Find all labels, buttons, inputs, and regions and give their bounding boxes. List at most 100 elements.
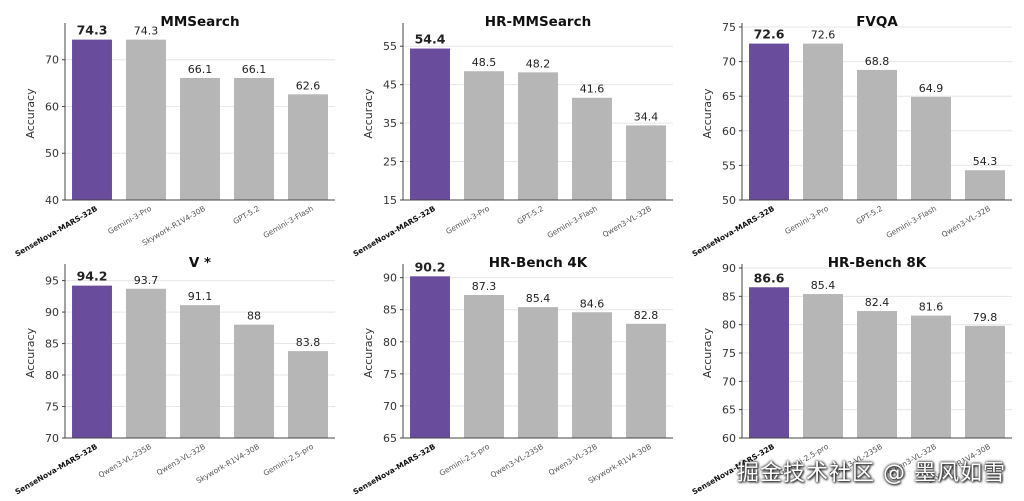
data-label: 74.3 [77,23,108,38]
tick-label: SenseNova-MARS-32B [351,442,437,497]
data-label: 68.8 [865,55,890,68]
tick-label: Gemini-3-Pro [444,204,491,236]
data-label: 84.6 [580,297,605,310]
tick-label: Gemini-2.5-pro [262,442,316,478]
tick-label: Qwen3-VL-32B [547,442,599,477]
y-tick-label: 70 [722,375,736,388]
tick-label: Gemini-2.5-pro [438,442,492,478]
tick-label: Gemini-3-Flash [262,204,316,240]
bar [626,323,666,438]
y-tick-label: 70 [383,400,397,413]
chart-title: V * [189,255,211,271]
y-tick-label: 80 [383,336,397,349]
data-label: 66.1 [188,63,213,76]
data-label: 62.6 [296,79,321,92]
bar [965,325,1005,438]
tick-label: Gemini-3-Pro [106,204,153,236]
bar [857,311,897,438]
bar [234,77,274,200]
bar [288,94,328,200]
y-tick-label: 40 [45,194,59,207]
tick-label: GPT-5.2 [515,204,545,226]
tick-label: Qwen3-VL-235B [97,442,153,480]
y-axis-label: Accuracy [362,327,375,378]
bar [126,288,166,438]
data-label: 54.3 [973,155,998,168]
y-axis-label: Accuracy [24,327,37,378]
data-label: 88 [247,310,261,323]
y-tick-label: 75 [722,21,736,34]
y-tick-label: 25 [383,156,397,169]
y-tick-label: 85 [45,338,59,351]
data-label: 72.6 [754,27,785,42]
y-tick-label: 50 [45,147,59,160]
bar [180,77,220,200]
chart-title: HR-Bench 4K [489,255,588,271]
bar [72,285,112,438]
y-tick-label: 70 [45,432,59,445]
bar [234,324,274,438]
tick-label: GPT-5.2 [231,204,261,226]
y-tick-label: 80 [45,369,59,382]
bar [965,170,1005,200]
data-label: 91.1 [188,290,213,303]
data-label: 82.8 [634,309,659,322]
data-label: 81.6 [919,301,944,314]
y-tick-label: 70 [45,54,59,67]
tick-label: GPT-5.2 [854,204,884,226]
tick-label: SenseNova-MARS-32B [351,204,437,259]
chart-title: FVQA [856,14,898,30]
chart-title: HR-MMSearch [485,14,591,30]
data-label: 48.2 [526,57,551,70]
data-label: 82.4 [865,296,890,309]
data-label: 34.4 [634,110,659,123]
data-label: 64.9 [919,82,944,95]
data-label: 74.3 [134,25,159,38]
y-tick-label: 15 [383,194,397,207]
data-label: 86.6 [754,270,785,285]
bar [126,39,166,200]
bar [749,287,789,438]
bar [518,72,558,200]
bar [803,43,843,200]
bar [180,305,220,438]
data-label: 48.5 [472,56,497,69]
bar [803,294,843,438]
y-tick-label: 70 [722,56,736,69]
chart-title: HR-Bench 8K [828,255,927,271]
y-tick-label: 60 [45,100,59,113]
y-tick-label: 65 [722,90,736,103]
tick-label: SenseNova-MARS-32B [13,442,99,497]
tick-label: SenseNova-MARS-32B [690,204,776,259]
y-tick-label: 90 [383,272,397,285]
bar [911,96,951,200]
bar [410,48,450,201]
y-axis-label: Accuracy [362,88,375,139]
bar [572,312,612,438]
bar [410,276,450,438]
tick-label: Qwen3-VL-32B [940,204,992,239]
data-label: 54.4 [415,32,446,47]
data-label: 85.4 [526,292,551,305]
y-tick-label: 90 [722,262,736,275]
tick-label: Gemini-3-Flash [546,204,600,240]
y-tick-label: 85 [722,290,736,303]
y-tick-label: 55 [722,159,736,172]
tick-label: Gemini-3-Pro [783,204,830,236]
y-tick-label: 35 [383,117,397,130]
bar [857,69,897,201]
y-tick-label: 75 [722,347,736,360]
bar [464,71,504,200]
bar [911,315,951,438]
bar [749,43,789,200]
bar [572,97,612,200]
data-label: 66.1 [242,63,267,76]
y-tick-label: 45 [383,79,397,92]
y-tick-label: 60 [722,125,736,138]
y-tick-label: 65 [722,404,736,417]
data-label: 90.2 [415,259,446,274]
tick-label: Qwen3-VL-32B [155,442,207,477]
data-label: 79.8 [973,311,998,324]
bar [288,351,328,438]
